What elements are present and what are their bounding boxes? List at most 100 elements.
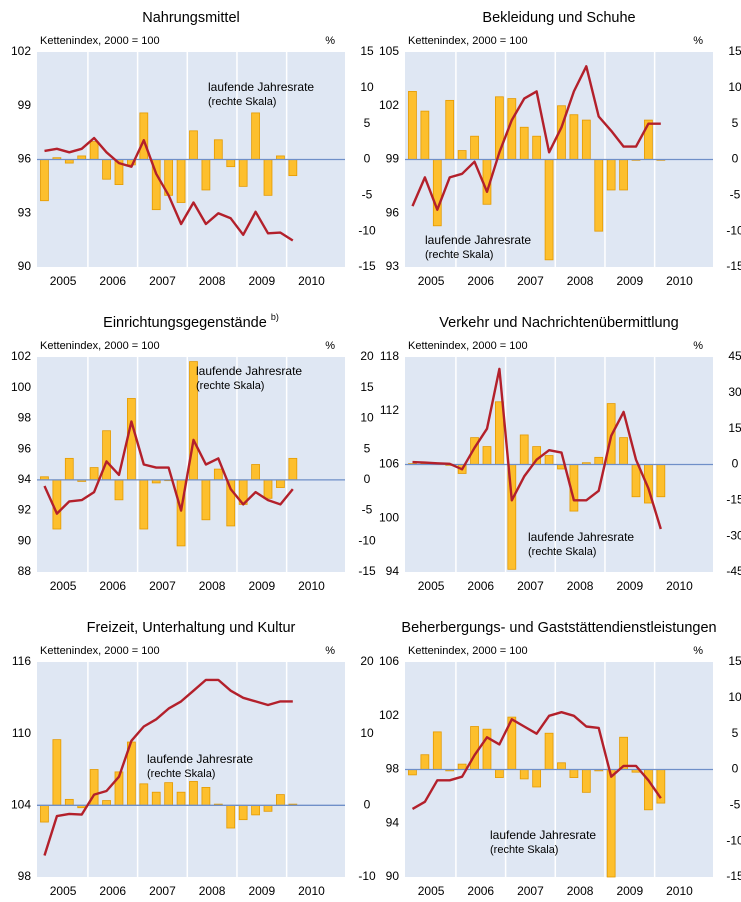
annotation: (rechte Skala) xyxy=(147,768,215,780)
y2-tick-label: 5 xyxy=(364,441,371,455)
y2-tick-label: 5 xyxy=(732,726,739,740)
bar xyxy=(408,769,417,776)
title-text: Bekleidung und Schuhe xyxy=(482,10,635,26)
bar xyxy=(656,464,666,498)
annotation: laufende Jahresrate xyxy=(425,233,531,247)
bar xyxy=(276,794,285,806)
bar xyxy=(519,769,529,780)
x-tick-label: 2008 xyxy=(567,884,594,898)
x-tick-label: 2006 xyxy=(467,884,494,898)
y2-label: % xyxy=(325,340,335,352)
y2-tick-label: -10 xyxy=(358,869,376,883)
x-tick-label: 2005 xyxy=(418,274,445,288)
y2-tick-label: 15 xyxy=(728,654,741,668)
y-tick-label: 102 xyxy=(379,98,399,112)
bar xyxy=(139,783,149,806)
y2-tick-label: 5 xyxy=(732,116,739,130)
bar xyxy=(251,112,260,160)
y-tick-label: 105 xyxy=(379,44,399,58)
title-note: b) xyxy=(271,312,279,322)
y-tick-label: 94 xyxy=(386,564,400,578)
bar xyxy=(189,781,198,806)
title-text: Verkehr und Nachrichtenübermittlung xyxy=(439,315,678,331)
y2-tick-label: -10 xyxy=(358,223,376,237)
y-tick-label: 118 xyxy=(380,349,399,363)
y2-tick-label: 15 xyxy=(360,380,374,394)
y2-tick-label: 15 xyxy=(360,44,374,58)
y2-tick-label: 0 xyxy=(364,152,371,166)
y2-tick-label: 20 xyxy=(360,349,374,363)
y2-tick-label: -15 xyxy=(726,493,741,507)
bar xyxy=(64,798,74,806)
bar xyxy=(581,769,591,793)
x-tick-label: 2008 xyxy=(199,579,226,593)
bar xyxy=(569,769,579,778)
rate-line xyxy=(412,367,662,530)
y2-tick-label: 10 xyxy=(360,726,374,740)
bar xyxy=(631,464,641,498)
x-tick-label: 2006 xyxy=(467,579,494,593)
bar xyxy=(40,804,49,823)
y-tick-label: 100 xyxy=(379,510,399,524)
title-text: Einrichtungsgegenstände xyxy=(103,315,267,331)
x-tick-label: 2010 xyxy=(298,579,325,593)
chart-title: Einrichtungsgegenstände b) xyxy=(103,312,279,330)
y-tick-label: 98 xyxy=(18,411,32,425)
bar xyxy=(457,763,467,770)
y2-label: % xyxy=(325,35,335,47)
bar xyxy=(606,159,616,191)
y-tick-label: 94 xyxy=(386,815,400,829)
bar xyxy=(139,479,149,530)
x-tick-label: 2010 xyxy=(666,579,693,593)
chart-title: Bekleidung und Schuhe xyxy=(482,10,635,26)
y2-tick-label: 20 xyxy=(360,654,374,668)
y2-tick-label: 0 xyxy=(364,472,371,486)
y-tick-label: 96 xyxy=(18,152,32,166)
x-tick-label: 2008 xyxy=(567,274,594,288)
subtitle: Kettenindex, 2000 = 100 xyxy=(408,340,528,352)
y-tick-label: 88 xyxy=(18,564,32,578)
y-tick-label: 93 xyxy=(386,259,400,273)
bar xyxy=(544,159,554,261)
bar xyxy=(432,159,442,227)
annotation: laufende Jahresrate xyxy=(490,828,596,842)
annotation: (rechte Skala) xyxy=(425,249,493,261)
subtitle: Kettenindex, 2000 = 100 xyxy=(408,645,528,657)
bar xyxy=(432,731,442,770)
bar xyxy=(594,159,604,232)
y2-tick-label: 0 xyxy=(732,762,739,776)
y2-tick-label: -10 xyxy=(726,833,741,847)
rate-line xyxy=(43,420,294,515)
bar xyxy=(495,401,504,465)
y2-tick-label: 45 xyxy=(728,349,741,363)
y2-tick-label: 15 xyxy=(728,421,741,435)
bar xyxy=(263,159,273,196)
bar xyxy=(102,800,111,806)
bar xyxy=(519,126,529,160)
y-tick-label: 92 xyxy=(18,503,32,517)
y2-tick-label: -15 xyxy=(726,259,741,273)
bar xyxy=(176,791,186,806)
bar xyxy=(532,135,542,160)
bar xyxy=(201,787,211,806)
bar xyxy=(213,468,223,481)
bar xyxy=(114,479,124,501)
y2-tick-label: -5 xyxy=(730,188,741,202)
y2-tick-label: 10 xyxy=(728,690,741,704)
bar xyxy=(482,728,492,770)
x-tick-label: 2007 xyxy=(517,579,544,593)
y2-label: % xyxy=(325,645,335,657)
annotation: laufende Jahresrate xyxy=(196,364,302,378)
title-text: Beherbergungs- und Gaststättendienstleis… xyxy=(401,620,716,636)
x-tick-label: 2008 xyxy=(199,884,226,898)
y-tick-label: 100 xyxy=(11,380,31,394)
y-tick-label: 98 xyxy=(386,762,400,776)
bar xyxy=(52,739,62,806)
bar xyxy=(288,159,298,177)
bar xyxy=(127,398,136,481)
bar xyxy=(619,159,628,191)
y-tick-label: 94 xyxy=(18,472,32,486)
subtitle: Kettenindex, 2000 = 100 xyxy=(40,340,160,352)
y-tick-label: 90 xyxy=(386,869,400,883)
bar xyxy=(263,479,273,499)
